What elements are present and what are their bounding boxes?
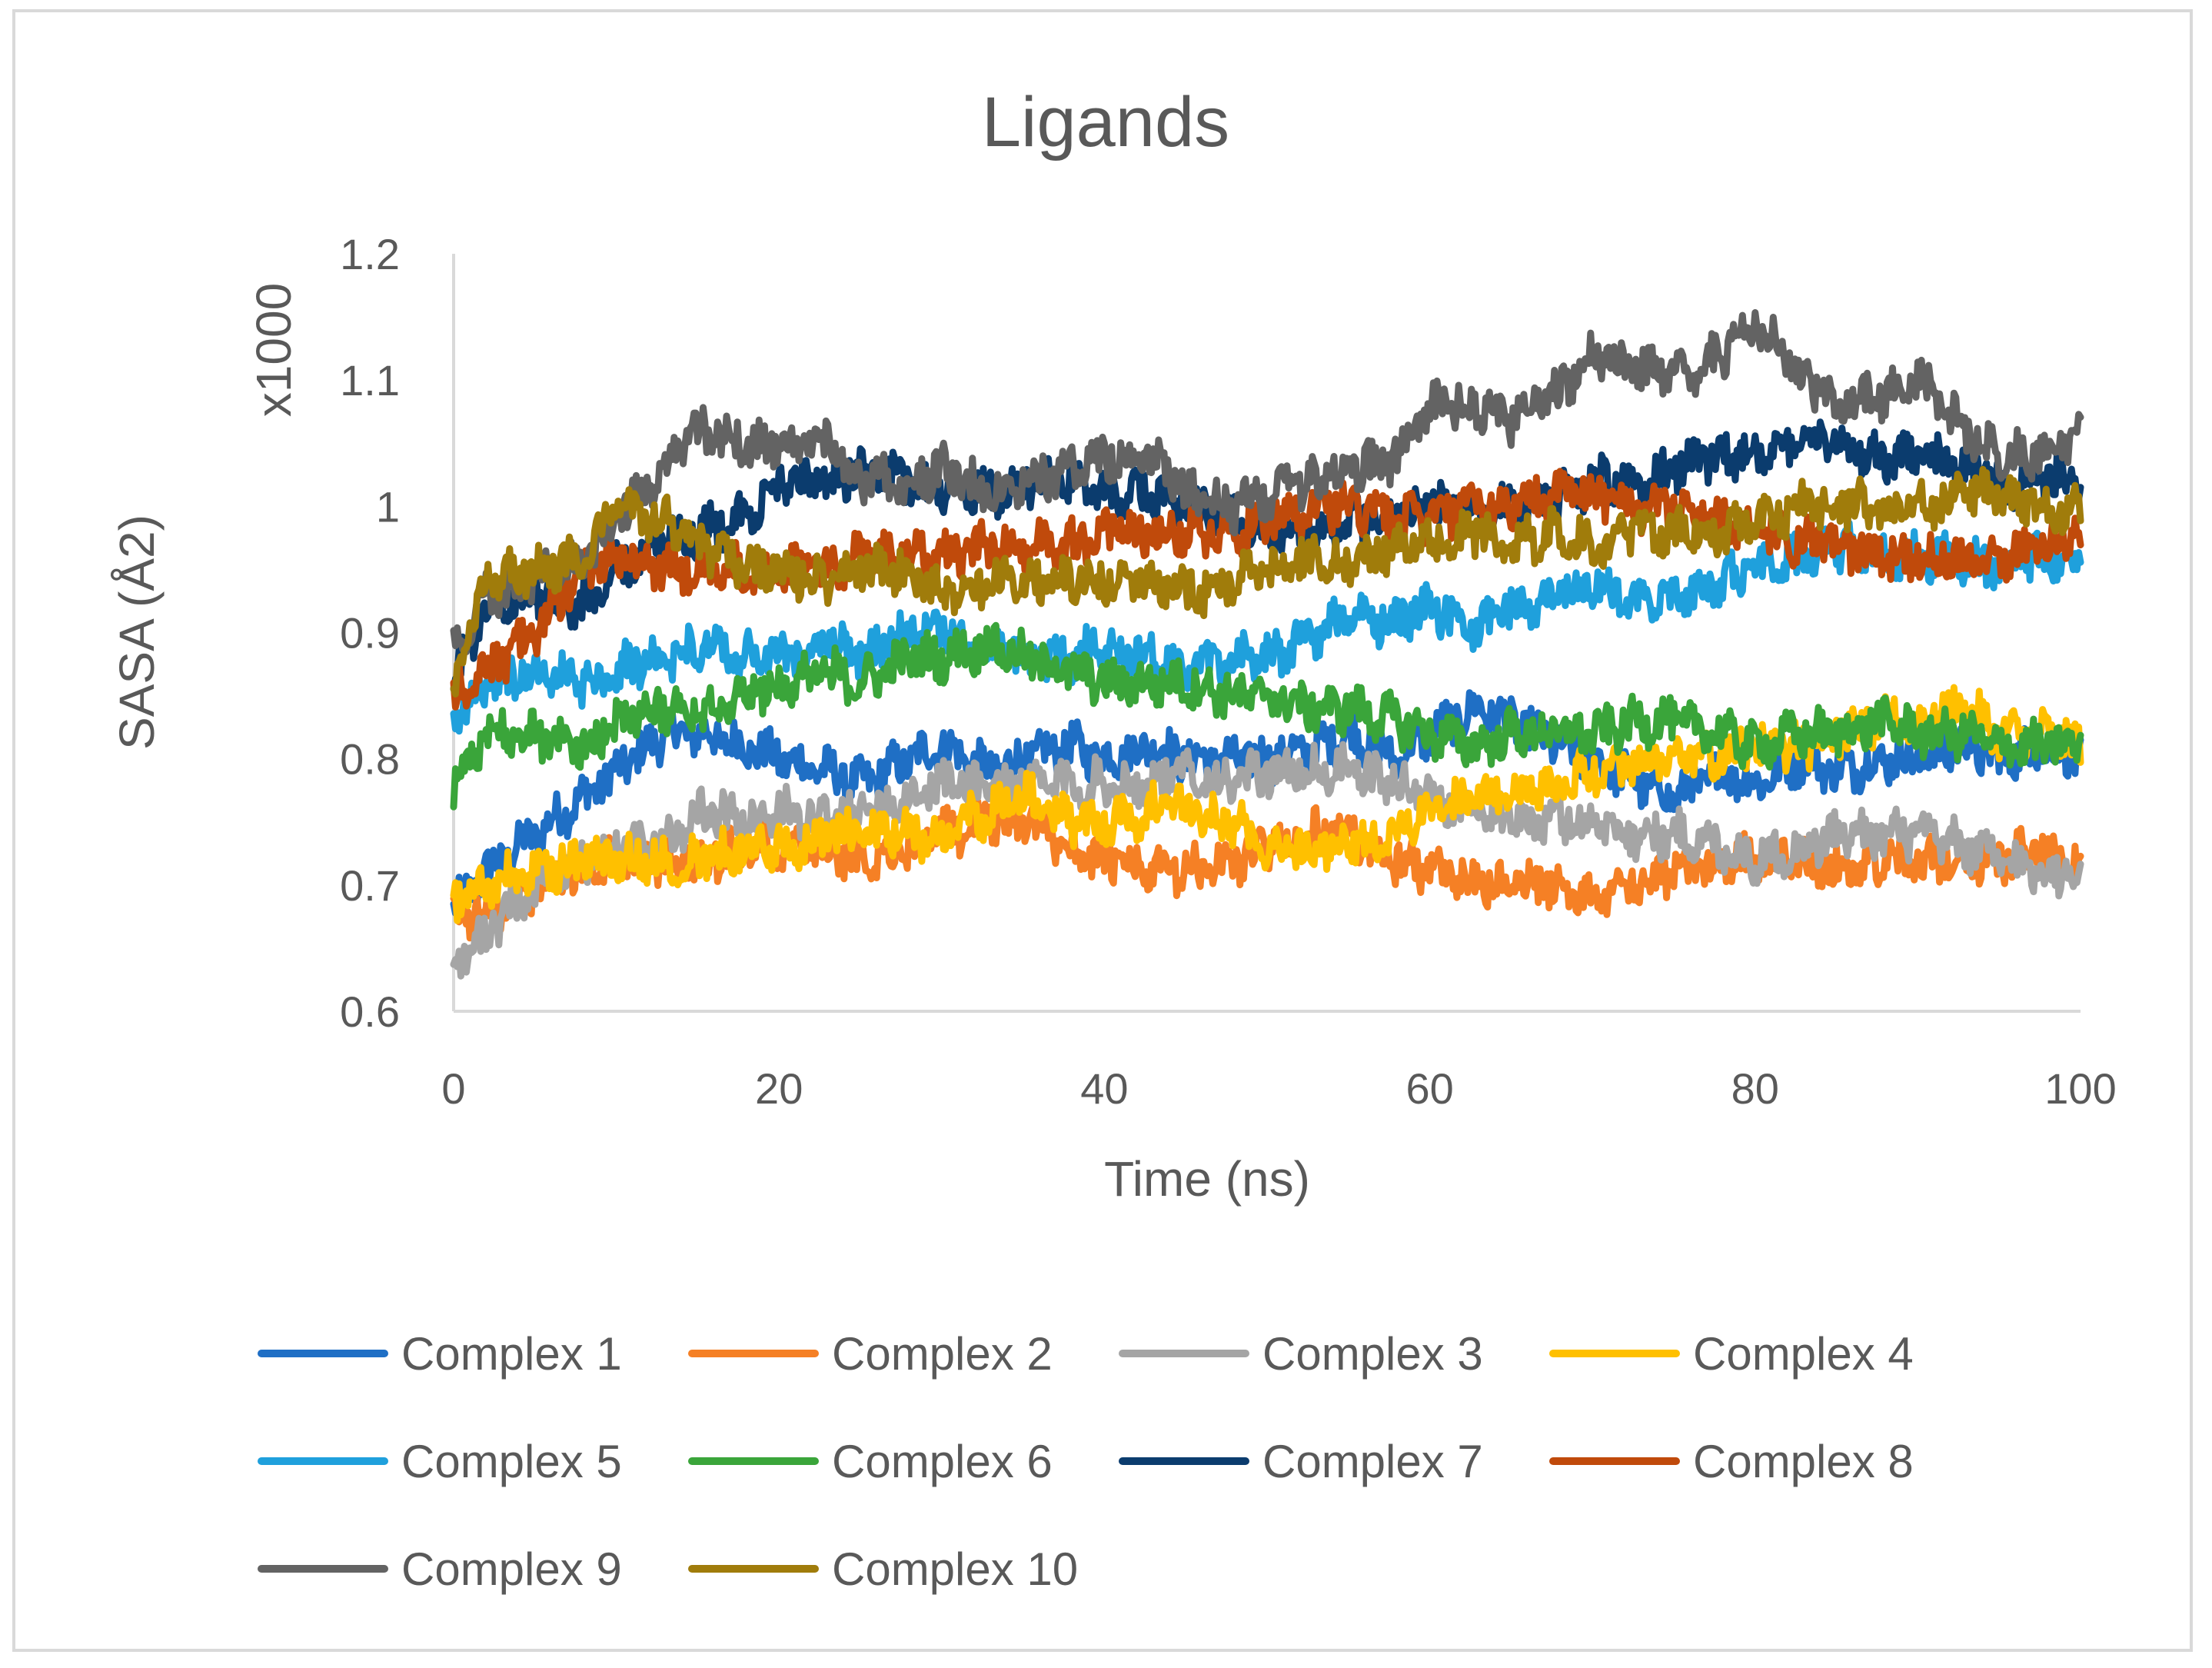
plot-series bbox=[450, 309, 2084, 980]
legend-label: Complex 7 bbox=[1262, 1436, 1483, 1487]
y-axis-label: SASA (Å2) bbox=[109, 514, 165, 750]
legend: Complex 1 Complex 2 Complex 3 Complex 4 Comp… bbox=[258, 1328, 1914, 1595]
series-line bbox=[450, 621, 2084, 811]
series-line bbox=[450, 684, 2084, 924]
legend-label: Complex 5 bbox=[401, 1436, 622, 1487]
series-line bbox=[450, 741, 2084, 980]
series-line bbox=[450, 465, 2084, 697]
y-tick-label: 1 bbox=[376, 482, 400, 531]
y-tick-label: 0.9 bbox=[340, 609, 400, 658]
x-tick-label: 60 bbox=[1405, 1064, 1453, 1113]
series-line bbox=[450, 309, 2084, 656]
y-tick-label: 1.2 bbox=[340, 230, 400, 278]
legend-label: Complex 10 bbox=[832, 1543, 1078, 1595]
x-axis-ticks: 0 20 40 60 80 100 bbox=[441, 1064, 2116, 1113]
y-axis-multiplier: x1000 bbox=[246, 283, 301, 417]
legend-label: Complex 6 bbox=[832, 1436, 1053, 1487]
legend-label: Complex 9 bbox=[401, 1543, 622, 1595]
chart-title: Ligands bbox=[982, 83, 1229, 161]
y-tick-label: 1.1 bbox=[340, 356, 400, 405]
x-tick-label: 0 bbox=[441, 1064, 465, 1113]
series-line bbox=[450, 468, 2084, 711]
x-tick-label: 20 bbox=[755, 1064, 803, 1113]
legend-label: Complex 2 bbox=[832, 1328, 1053, 1380]
series-line bbox=[450, 519, 2084, 735]
y-tick-label: 0.8 bbox=[340, 735, 400, 784]
x-tick-label: 100 bbox=[2044, 1064, 2116, 1113]
y-tick-label: 0.7 bbox=[340, 861, 400, 910]
legend-label: Complex 1 bbox=[401, 1328, 622, 1380]
y-tick-label: 0.6 bbox=[340, 987, 400, 1036]
y-axis-ticks: 0.6 0.7 0.8 0.9 1 1.1 1.2 bbox=[340, 230, 400, 1036]
x-axis-label: Time (ns) bbox=[1104, 1151, 1310, 1207]
legend-label: Complex 3 bbox=[1262, 1328, 1483, 1380]
x-tick-label: 80 bbox=[1731, 1064, 1779, 1113]
legend-label: Complex 4 bbox=[1693, 1328, 1914, 1380]
x-tick-label: 40 bbox=[1080, 1064, 1128, 1113]
legend-label: Complex 8 bbox=[1693, 1436, 1914, 1487]
